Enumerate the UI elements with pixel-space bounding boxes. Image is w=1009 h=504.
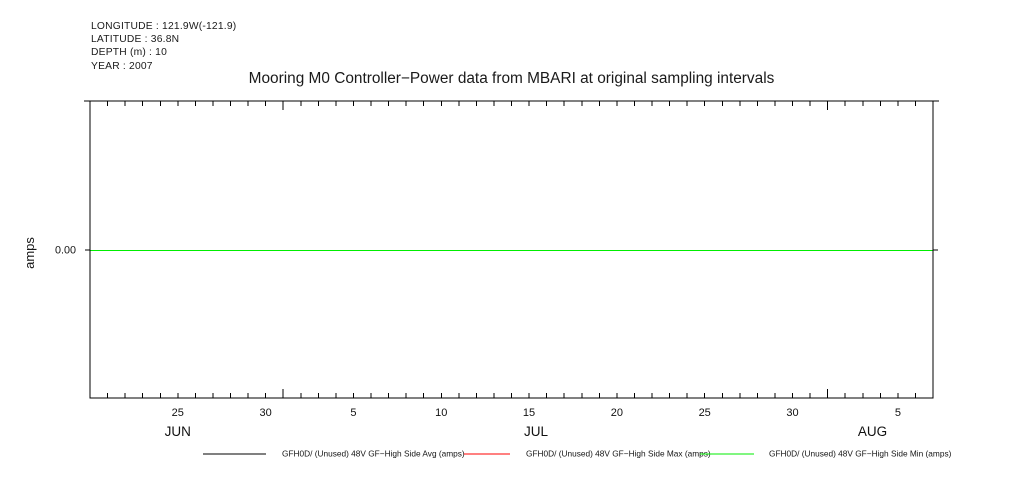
svg-text:10: 10	[435, 407, 447, 419]
svg-text:25: 25	[699, 407, 711, 419]
svg-text:25: 25	[172, 407, 184, 419]
svg-text:30: 30	[259, 407, 271, 419]
svg-text:GFH0D/ (Unused) 48V GF−High Si: GFH0D/ (Unused) 48V GF−High Side Avg (am…	[282, 449, 465, 459]
svg-text:30: 30	[786, 407, 798, 419]
svg-text:5: 5	[350, 407, 356, 419]
svg-text:15: 15	[523, 407, 535, 419]
svg-text:0.00: 0.00	[55, 245, 76, 257]
svg-text:JUL: JUL	[524, 424, 548, 439]
svg-text:JUN: JUN	[165, 424, 191, 439]
svg-text:GFH0D/ (Unused) 48V GF−High Si: GFH0D/ (Unused) 48V GF−High Side Max (am…	[526, 449, 711, 459]
svg-text:AUG: AUG	[858, 424, 887, 439]
svg-text:20: 20	[611, 407, 623, 419]
svg-text:5: 5	[895, 407, 901, 419]
svg-text:GFH0D/ (Unused) 48V GF−High Si: GFH0D/ (Unused) 48V GF−High Side Min (am…	[769, 449, 952, 459]
svg-text:amps: amps	[22, 237, 37, 269]
